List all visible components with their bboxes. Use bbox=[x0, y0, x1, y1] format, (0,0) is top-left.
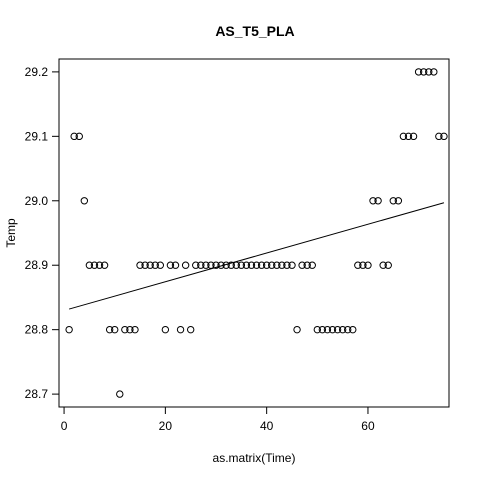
data-point bbox=[237, 261, 246, 269]
data-point bbox=[379, 261, 387, 269]
data-point bbox=[293, 325, 301, 334]
data-point bbox=[298, 261, 306, 269]
data-point bbox=[111, 325, 119, 334]
data-points bbox=[65, 68, 448, 398]
data-point bbox=[171, 261, 180, 269]
data-point bbox=[136, 261, 144, 269]
data-point bbox=[430, 68, 438, 76]
data-point bbox=[186, 325, 195, 334]
data-point bbox=[318, 325, 327, 334]
data-point bbox=[369, 197, 377, 205]
plot-frame bbox=[58, 58, 450, 408]
data-point bbox=[212, 261, 220, 269]
trend-line bbox=[68, 202, 445, 310]
data-point bbox=[399, 132, 408, 141]
x-tick-label: 0 bbox=[61, 419, 68, 433]
data-point bbox=[192, 261, 200, 269]
data-point bbox=[278, 261, 286, 269]
data-point bbox=[384, 261, 392, 269]
data-point bbox=[70, 132, 78, 141]
data-point bbox=[116, 390, 124, 398]
data-point bbox=[121, 325, 129, 334]
data-point bbox=[354, 261, 362, 269]
data-point bbox=[389, 197, 397, 205]
data-point bbox=[359, 261, 367, 269]
data-point bbox=[328, 325, 337, 334]
data-point bbox=[404, 132, 413, 141]
y-axis-label: Temp bbox=[4, 218, 18, 248]
data-point bbox=[435, 132, 443, 141]
data-point bbox=[440, 132, 448, 141]
data-point bbox=[141, 261, 149, 269]
data-point bbox=[308, 261, 316, 269]
data-point bbox=[262, 261, 271, 269]
x-tick-label: 40 bbox=[260, 419, 274, 433]
data-point bbox=[303, 261, 311, 269]
data-point bbox=[414, 68, 423, 76]
data-point bbox=[344, 325, 352, 334]
y-tick-label: 28.9 bbox=[25, 258, 49, 272]
data-point bbox=[313, 325, 322, 334]
y-axis: 28.7 28.8 28.9 29.0 29.1 29.2 bbox=[25, 65, 60, 401]
y-tick-label: 29.0 bbox=[25, 194, 49, 208]
data-point bbox=[273, 261, 281, 269]
data-point bbox=[75, 132, 83, 141]
data-point bbox=[323, 325, 332, 334]
data-point bbox=[90, 261, 99, 269]
y-tick-label: 29.2 bbox=[25, 65, 49, 79]
data-point bbox=[197, 261, 205, 269]
x-axis-label: as.matrix(Time) bbox=[213, 451, 296, 465]
data-point bbox=[374, 197, 382, 205]
x-tick-label: 20 bbox=[159, 419, 173, 433]
data-point bbox=[202, 261, 210, 269]
data-point bbox=[181, 261, 190, 269]
data-point bbox=[151, 261, 159, 269]
data-point bbox=[364, 261, 372, 269]
data-point bbox=[288, 261, 296, 269]
data-point bbox=[268, 261, 276, 269]
data-point bbox=[95, 261, 104, 269]
data-point bbox=[394, 197, 403, 205]
data-point bbox=[146, 261, 154, 269]
data-point bbox=[283, 261, 291, 269]
y-tick-label: 29.1 bbox=[25, 129, 49, 143]
data-point bbox=[247, 261, 256, 269]
y-tick-label: 28.7 bbox=[25, 387, 49, 401]
data-point bbox=[257, 261, 266, 269]
y-tick-label: 28.8 bbox=[25, 323, 49, 337]
data-point bbox=[176, 325, 185, 334]
data-point bbox=[105, 325, 114, 334]
data-point bbox=[419, 68, 428, 76]
data-point bbox=[166, 261, 175, 269]
data-point bbox=[161, 325, 170, 334]
data-point bbox=[252, 261, 261, 269]
data-point bbox=[156, 261, 164, 269]
data-point bbox=[333, 325, 342, 334]
data-point bbox=[85, 261, 94, 269]
data-point bbox=[131, 325, 139, 334]
x-tick-label: 60 bbox=[361, 419, 375, 433]
data-point bbox=[126, 325, 134, 334]
x-axis: 0 20 40 60 bbox=[61, 406, 375, 433]
chart-title: AS_T5_PLA bbox=[215, 23, 294, 39]
data-point bbox=[242, 261, 251, 269]
data-point bbox=[409, 132, 418, 141]
data-point bbox=[425, 68, 433, 76]
data-point bbox=[349, 325, 357, 334]
data-point bbox=[100, 261, 109, 269]
data-point bbox=[227, 261, 235, 269]
data-point bbox=[338, 325, 347, 334]
data-point bbox=[80, 197, 89, 205]
data-point bbox=[65, 325, 73, 334]
